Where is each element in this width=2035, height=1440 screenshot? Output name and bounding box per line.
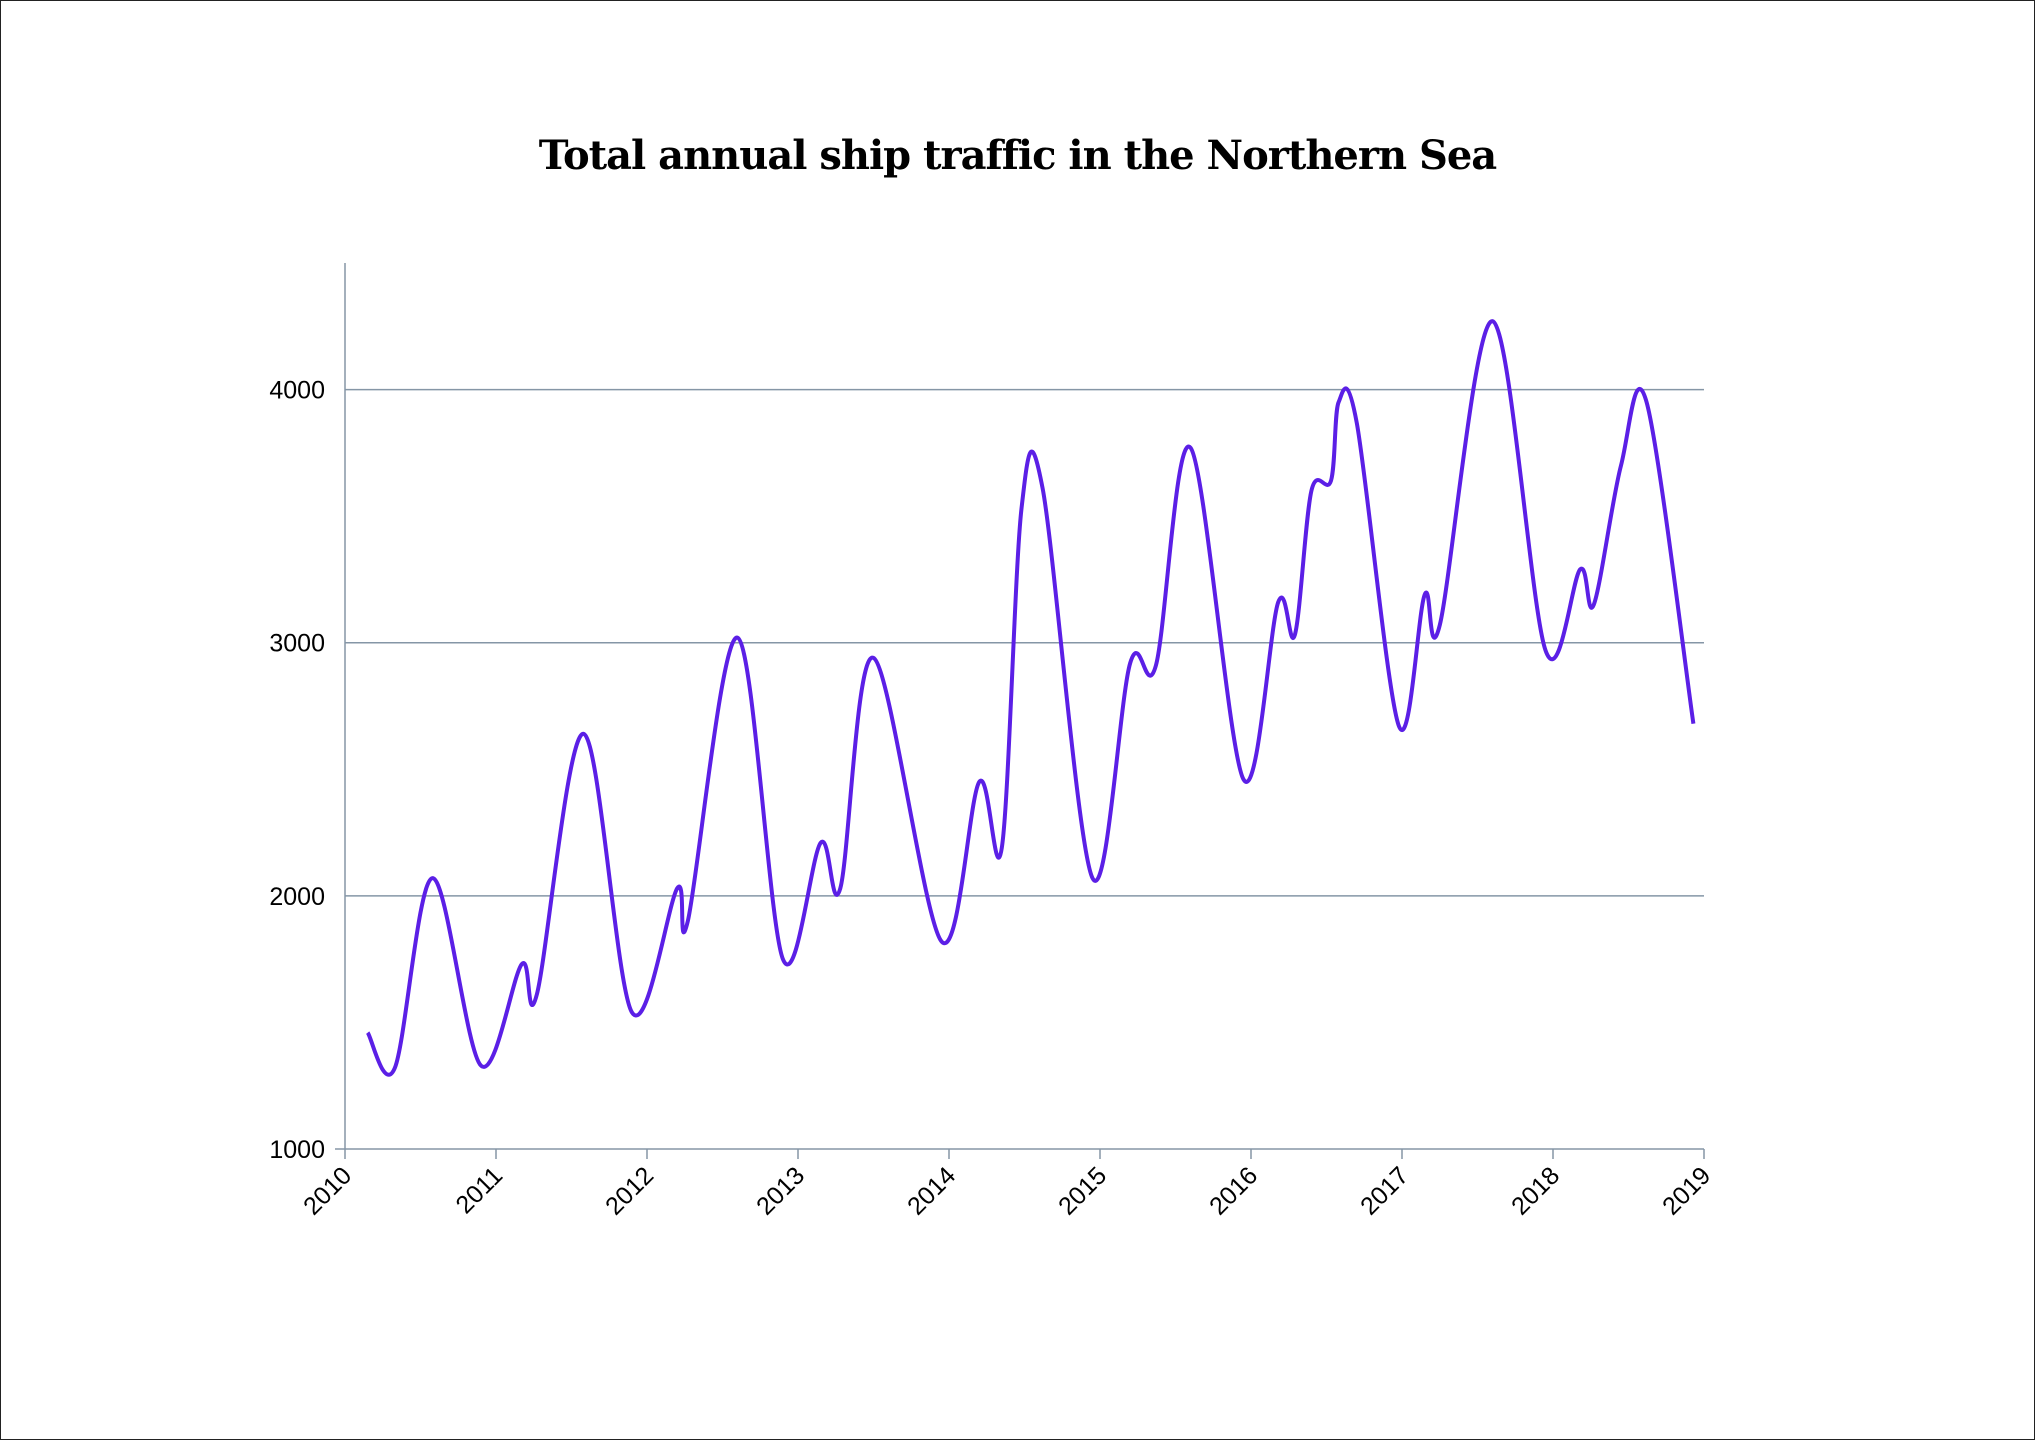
series-line: [365, 319, 1696, 1077]
y-tick-label: 2000: [269, 883, 325, 911]
x-tick-label: 2015: [1053, 1161, 1112, 1220]
x-tick-label: 2012: [600, 1161, 659, 1220]
y-tick-label: 4000: [269, 377, 325, 405]
x-tick-label: 2018: [1506, 1161, 1565, 1220]
x-tick-label: 2013: [751, 1161, 810, 1220]
y-tick-label: 1000: [269, 1136, 325, 1164]
x-tick-label: 2017: [1355, 1161, 1414, 1220]
x-tick-label: 2010: [298, 1161, 357, 1220]
chart-title: Total annual ship traffic in the Norther…: [538, 132, 1497, 179]
x-tick-label: 2016: [1204, 1161, 1263, 1220]
x-tick-label: 2019: [1657, 1161, 1716, 1220]
y-tick-label: 3000: [269, 630, 325, 658]
x-tick-label: 2014: [902, 1161, 961, 1220]
x-tick-label: 2011: [450, 1161, 508, 1219]
